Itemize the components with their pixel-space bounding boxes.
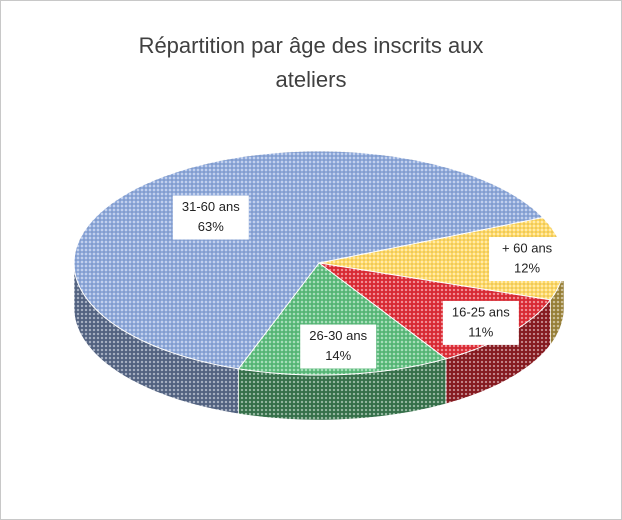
slice-texture <box>238 358 446 420</box>
slice-texture <box>550 263 564 345</box>
data-label-box <box>442 300 519 345</box>
chart-title: Répartition par âge des inscrits aux ate… <box>138 33 484 92</box>
data-label-box <box>172 195 249 240</box>
category-label: 26-30 ans <box>309 328 367 343</box>
data-label: 11% <box>468 324 493 339</box>
data-label-box <box>489 237 566 282</box>
data-label: 12% <box>514 260 540 275</box>
slice-texture <box>74 263 239 414</box>
data-label-box <box>300 324 377 369</box>
category-label: 31-60 ans <box>182 199 240 214</box>
category-label: + 60 ans <box>502 240 553 255</box>
slice-texture <box>238 263 446 375</box>
slice-texture <box>445 299 551 404</box>
category-label: 16-25 ans <box>452 304 510 319</box>
data-label: 63% <box>198 219 224 234</box>
data-label: 14% <box>325 348 351 363</box>
